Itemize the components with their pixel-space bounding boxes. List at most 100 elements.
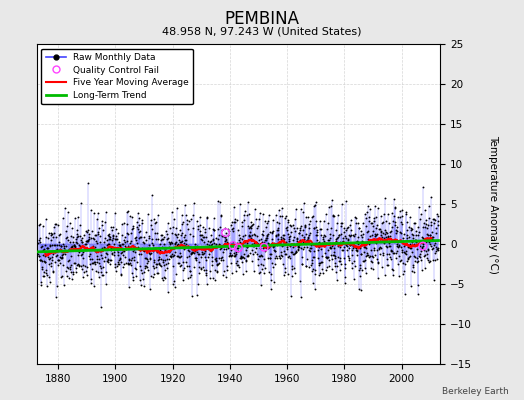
Point	[250, 243, 258, 249]
Point	[412, 254, 421, 261]
Point	[72, 236, 80, 242]
Point	[58, 252, 66, 258]
Point	[203, 281, 211, 288]
Point	[292, 206, 301, 212]
Point	[88, 255, 96, 262]
Point	[215, 242, 224, 248]
Point	[399, 234, 408, 241]
Point	[77, 236, 85, 243]
Point	[342, 227, 351, 233]
Point	[101, 235, 110, 242]
Point	[209, 274, 217, 281]
Point	[140, 269, 148, 275]
Point	[403, 235, 411, 241]
Point	[125, 260, 134, 266]
Point	[281, 239, 290, 245]
Point	[75, 241, 83, 248]
Point	[317, 246, 325, 252]
Point	[401, 261, 409, 267]
Point	[106, 236, 115, 242]
Point	[111, 236, 119, 242]
Point	[298, 253, 307, 260]
Point	[408, 249, 417, 256]
Point	[239, 270, 248, 277]
Point	[301, 223, 309, 229]
Point	[271, 248, 280, 254]
Point	[208, 258, 216, 264]
Point	[102, 209, 110, 216]
Point	[374, 259, 382, 266]
Point	[261, 218, 269, 224]
Point	[108, 227, 116, 234]
Point	[297, 223, 305, 229]
Point	[53, 242, 62, 248]
Point	[202, 234, 211, 240]
Point	[171, 284, 179, 290]
Point	[160, 245, 168, 251]
Point	[161, 245, 170, 251]
Point	[94, 229, 103, 235]
Point	[370, 231, 379, 237]
Point	[249, 240, 258, 246]
Point	[434, 247, 443, 253]
Point	[319, 232, 328, 238]
Point	[43, 245, 52, 252]
Point	[118, 249, 126, 256]
Point	[88, 266, 96, 272]
Point	[410, 268, 418, 275]
Point	[190, 200, 198, 206]
Point	[126, 240, 134, 247]
Point	[185, 230, 194, 237]
Point	[350, 276, 358, 282]
Point	[228, 270, 237, 276]
Point	[283, 246, 291, 252]
Point	[41, 253, 49, 260]
Point	[103, 256, 112, 262]
Point	[332, 269, 340, 276]
Point	[156, 262, 165, 268]
Point	[402, 232, 411, 238]
Point	[318, 266, 326, 272]
Point	[237, 219, 246, 225]
Point	[37, 278, 46, 285]
Point	[68, 276, 76, 282]
Point	[36, 256, 44, 263]
Point	[265, 241, 274, 247]
Point	[285, 252, 293, 259]
Point	[395, 273, 403, 280]
Point	[224, 226, 232, 232]
Point	[306, 218, 314, 224]
Point	[407, 224, 415, 231]
Point	[329, 252, 337, 258]
Point	[195, 258, 203, 265]
Point	[300, 200, 309, 206]
Point	[41, 259, 49, 265]
Point	[152, 261, 161, 268]
Point	[194, 281, 202, 288]
Point	[367, 238, 375, 244]
Point	[278, 235, 287, 242]
Point	[42, 267, 50, 273]
Point	[342, 234, 350, 241]
Point	[56, 260, 64, 266]
Point	[155, 245, 163, 251]
Point	[343, 246, 352, 253]
Point	[115, 239, 123, 246]
Point	[282, 224, 290, 231]
Point	[70, 260, 79, 266]
Point	[74, 261, 83, 267]
Point	[64, 256, 73, 263]
Point	[111, 264, 119, 271]
Point	[397, 247, 406, 253]
Point	[155, 256, 163, 262]
Point	[264, 245, 272, 251]
Point	[83, 238, 91, 244]
Point	[48, 231, 57, 237]
Point	[40, 258, 48, 264]
Point	[268, 260, 277, 266]
Point	[281, 264, 289, 271]
Point	[102, 281, 110, 288]
Point	[159, 274, 168, 280]
Point	[258, 228, 267, 234]
Point	[148, 248, 157, 254]
